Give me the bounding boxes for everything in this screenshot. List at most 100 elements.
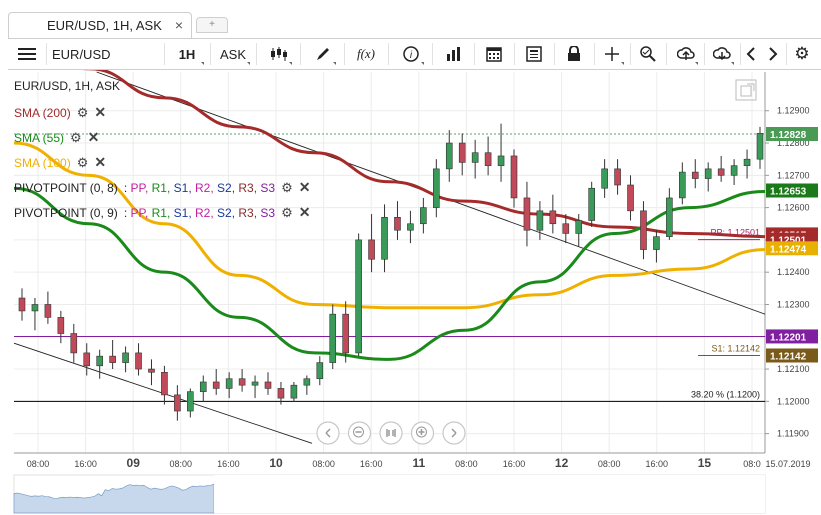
sma200-settings-icon[interactable]: ⚙	[76, 104, 89, 120]
candle	[57, 310, 65, 344]
zoom-icon[interactable]	[634, 39, 662, 69]
time-tick-label: 15	[698, 456, 712, 470]
candle-body-down	[238, 378, 246, 386]
candle-body-up	[329, 313, 337, 363]
pencil-icon[interactable]	[308, 39, 338, 69]
candle	[730, 159, 738, 186]
crosshair-icon[interactable]	[598, 39, 626, 69]
legend-pivot2-row: PIVOTPOINT (0, 9) : PP, R1, S1, R2, S2, …	[14, 204, 310, 221]
symbol-select[interactable]: EUR/USD	[50, 39, 160, 69]
pivot-level-label: S1,	[173, 205, 195, 220]
price-axis: 1.129001.128001.127001.126001.125001.124…	[765, 106, 810, 439]
pivot-level-label: PP,	[130, 205, 152, 220]
candle-body-down	[510, 155, 518, 199]
candle	[225, 372, 233, 399]
pivot2-levels: : PP, R1, S1, R2, S2, R3, S3	[124, 206, 275, 220]
price-tick-label: 1.12000	[777, 396, 810, 406]
add-tab-button[interactable]: +	[196, 17, 228, 33]
candle-body-up	[756, 133, 764, 160]
nav-lens	[416, 426, 427, 438]
candle	[627, 175, 634, 221]
price-tick-label: 1.12300	[777, 299, 810, 309]
nav-glyph	[386, 429, 396, 437]
candle-body-up	[225, 378, 233, 389]
calendar-icon[interactable]	[480, 39, 508, 69]
price-tag-label: 1.12474	[770, 244, 807, 255]
candle-body-down	[342, 313, 349, 354]
popout-icon[interactable]	[735, 79, 757, 101]
candle-body-up	[433, 168, 440, 208]
pivot1-settings-icon[interactable]: ⚙	[281, 179, 293, 195]
news-icon[interactable]	[520, 39, 548, 69]
candle	[96, 349, 103, 379]
download-icon[interactable]	[708, 39, 736, 69]
candle	[18, 288, 26, 321]
hamburger-icon[interactable]	[14, 39, 40, 69]
settings-gear-icon[interactable]: ⚙	[794, 44, 810, 63]
candle	[704, 162, 712, 192]
candle	[484, 136, 492, 176]
candle-body-up	[199, 381, 207, 392]
sma55-settings-icon[interactable]: ⚙	[70, 129, 82, 145]
candle	[497, 123, 505, 182]
price-tag-label: 1.12653	[770, 186, 807, 197]
next-icon[interactable]	[764, 39, 782, 69]
fx-icon[interactable]: f(x)	[356, 46, 376, 61]
nav-button-circle	[442, 421, 466, 445]
candle	[70, 323, 78, 363]
pivot2-remove-icon[interactable]: ✕	[298, 204, 311, 220]
lock-icon[interactable]	[560, 39, 588, 69]
side-select[interactable]: ASK	[214, 39, 252, 69]
time-tick-label: 10	[269, 456, 283, 470]
candle-body-up	[381, 216, 388, 260]
chart-grid	[14, 72, 766, 454]
time-tick-label: 08:00	[312, 459, 335, 469]
chart-next-icon[interactable]	[442, 421, 466, 445]
prev-icon[interactable]	[742, 39, 760, 69]
price-tags: 1.128281.126531.125171.125011.124741.122…	[766, 126, 818, 363]
sma100-settings-icon[interactable]: ⚙	[76, 154, 89, 170]
upload-icon[interactable]	[672, 39, 700, 69]
period-select[interactable]: 1H	[168, 39, 206, 69]
nav-glyph	[325, 428, 331, 438]
price-chart[interactable]: PP: 1.12501 S1: 1.12142 38.20 % (1.1200) 1…	[0, 70, 821, 515]
candle	[458, 133, 466, 176]
time-tick-label: 09	[127, 456, 141, 470]
chart-prev-icon[interactable]	[316, 421, 340, 445]
candle-body-down	[458, 142, 466, 163]
pivot-level-label: R3,	[238, 180, 261, 195]
close-icon[interactable]: ×	[174, 17, 183, 33]
price-tick-label: 1.12100	[777, 364, 810, 374]
chart-tab[interactable]: EUR/USD, 1H, ASK ×	[8, 12, 192, 38]
pivot2-settings-icon[interactable]: ⚙	[281, 204, 293, 220]
info-icon[interactable]: i	[396, 39, 426, 69]
candle	[510, 149, 518, 208]
sma200-remove-icon[interactable]: ✕	[94, 104, 107, 120]
bars-icon[interactable]	[440, 39, 468, 69]
sma100-label: SMA (100)	[14, 155, 71, 170]
chart-zoom-out-icon[interactable]	[347, 421, 372, 445]
candle	[187, 388, 194, 418]
candles-icon[interactable]	[264, 39, 294, 69]
candle	[756, 126, 764, 169]
nav-button-circle	[379, 421, 403, 445]
chart-reset-icon[interactable]	[379, 421, 403, 445]
pivot-level-label: S2,	[217, 180, 239, 195]
candle	[212, 369, 220, 395]
candle-body-up	[497, 155, 505, 166]
candle	[31, 298, 39, 331]
sma200-line	[84, 70, 766, 239]
sma55-remove-icon[interactable]: ✕	[87, 129, 100, 145]
side-label: ASK	[219, 46, 246, 62]
candle	[381, 204, 388, 273]
candle-body-up	[407, 223, 414, 231]
sma100-remove-icon[interactable]: ✕	[94, 154, 107, 170]
price-tick-label: 1.11900	[777, 429, 809, 439]
plot-background	[14, 72, 765, 453]
candle	[640, 201, 647, 260]
chart-zoom-in-icon[interactable]	[410, 421, 435, 445]
candle	[44, 291, 52, 324]
candle	[303, 375, 311, 395]
candle-body-up	[536, 210, 544, 231]
pivot1-remove-icon[interactable]: ✕	[298, 179, 311, 195]
